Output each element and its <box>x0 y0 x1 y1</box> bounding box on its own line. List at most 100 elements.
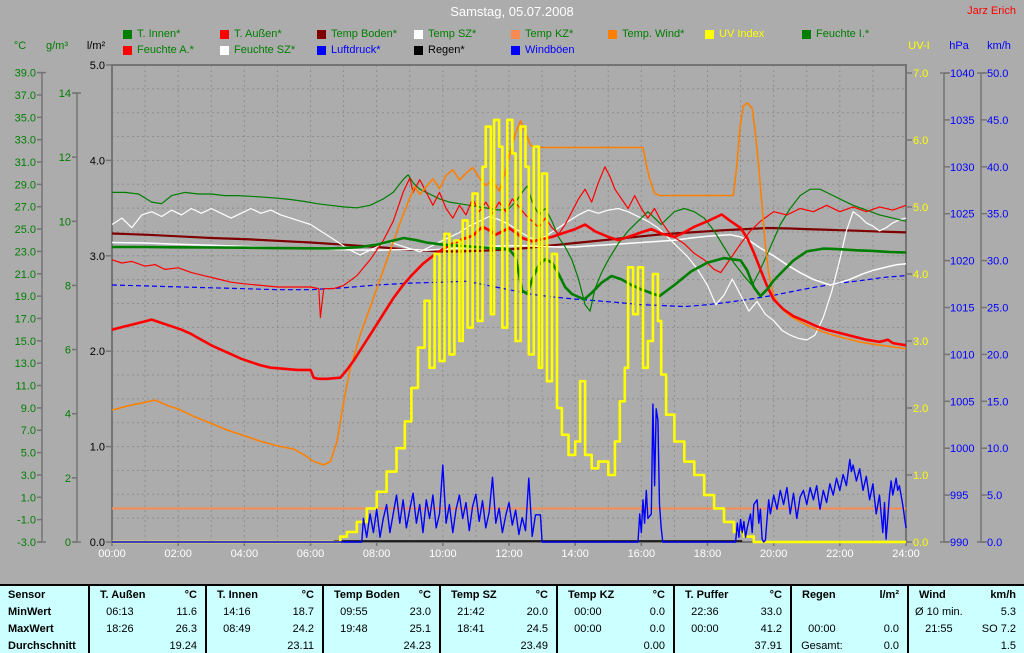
table-cell-t-innen-maxwert: 08:49 24.2 <box>205 620 322 637</box>
legend-swatch-feuchte-sz <box>220 45 229 55</box>
legend-swatch-t-innen <box>123 29 132 39</box>
axis-tick-label-hpa: 990 <box>950 537 968 549</box>
axis-tick-label-c: 13.0 <box>15 358 36 370</box>
axis-tick-label-uv-i: 6.0 <box>913 135 928 147</box>
legend-swatch-uv-index <box>705 29 714 39</box>
legend-label: Temp. Wind* <box>622 28 685 40</box>
legend-label: Regen* <box>428 44 465 56</box>
table-cell-wind-minwert: Ø 10 min. 5.3 <box>907 603 1024 620</box>
axis-title-hpa: hPa <box>949 40 969 52</box>
x-axis-label: 20:00 <box>760 548 788 560</box>
legend-label: Feuchte A.* <box>137 44 194 56</box>
axis-title-g-m: g/m³ <box>46 40 68 52</box>
axis-tick-label-uv-i: 2.0 <box>913 403 928 415</box>
table-cell-regen-durchschnitt: Gesamt: 0.0 <box>790 637 907 653</box>
table-cell-temp-kz-sensor: Temp KZ °C <box>556 586 673 603</box>
axis-tick-label-g-m: 6 <box>65 345 71 357</box>
table-cell-regen-minwert <box>790 603 907 620</box>
x-axis-label: 04:00 <box>231 548 259 560</box>
legend-label: Windböen <box>525 44 575 56</box>
table-cell-wind-durchschnitt: 1.5 <box>907 637 1024 653</box>
axis-tick-label-c: 33.0 <box>15 135 36 147</box>
axis-tick-label-hpa: 1035 <box>950 115 974 127</box>
axis-tick-label-c: 25.0 <box>15 224 36 236</box>
axis-tick-label-hpa: 995 <box>950 490 968 502</box>
table-cell-wind-maxwert: 21:55 SO 7.2 <box>907 620 1024 637</box>
axis-tick-label-c: 9.0 <box>21 403 36 415</box>
axis-tick-label-c: 11.0 <box>15 381 36 393</box>
axis-tick-label-hpa: 1010 <box>950 349 974 361</box>
table-row-label: MinWert <box>8 605 52 618</box>
table-cell-t-innen-sensor: T. Innen °C <box>205 586 322 603</box>
axis-tick-label-g-m: 8 <box>65 280 71 292</box>
weather-chart: 39.037.035.033.031.029.027.025.023.021.0… <box>14 40 1011 560</box>
legend-item-temp-boden: Temp Boden* <box>317 28 414 40</box>
table-cell-t-innen-minwert: 14:16 18.7 <box>205 603 322 620</box>
table-cell-temp-boden-sensor: Temp Boden °C <box>322 586 439 603</box>
axis-tick-label-g-m: 12 <box>59 152 71 164</box>
axis-title-uv-i: UV-I <box>908 40 929 52</box>
axis-tick-label-km-h: 50.0 <box>987 68 1008 80</box>
axis-tick-label-hpa: 1030 <box>950 162 974 174</box>
table-cell-temp-boden-minwert: 09:55 23.0 <box>322 603 439 620</box>
x-axis-label: 12:00 <box>495 548 523 560</box>
axis-tick-label-c: 37.0 <box>15 90 36 102</box>
x-axis-label: 00:00 <box>98 548 126 560</box>
x-axis-label: 10:00 <box>429 548 457 560</box>
series-t-innen <box>112 236 907 301</box>
axis-tick-label-c: 17.0 <box>15 313 36 325</box>
table-cell-t-puffer-minwert: 22:36 33.0 <box>673 603 790 620</box>
axis-tick-label-c: 5.0 <box>21 448 36 460</box>
legend-label: Temp SZ* <box>428 28 477 40</box>
legend-item-feuchte-sz: Feuchte SZ* <box>220 44 317 56</box>
table-cell-temp-boden-durchschnitt: 24.23 <box>322 637 439 653</box>
axis-tick-label-c: -1.0 <box>17 515 36 527</box>
axis-tick-label-hpa: 1020 <box>950 256 974 268</box>
legend-swatch-feuchte-a <box>123 45 132 55</box>
axis-tick-label-l-m: 0.0 <box>90 537 105 549</box>
axis-tick-label-km-h: 35.0 <box>987 209 1008 221</box>
axis-title-l-m: l/m² <box>87 40 106 52</box>
axis-title-c: °C <box>14 40 26 52</box>
series-temp-boden <box>111 226 907 253</box>
legend-swatch-temp-boden <box>317 29 326 39</box>
axis-tick-label-uv-i: 0.0 <box>913 537 928 549</box>
legend-item-feuchte-a: Feuchte A.* <box>123 44 220 56</box>
axis-tick-label-uv-i: 7.0 <box>913 68 928 80</box>
legend-item-temp-sz: Temp SZ* <box>414 28 511 40</box>
x-axis-label: 22:00 <box>826 548 854 560</box>
table-cell-temp-boden-maxwert: 19:48 25.1 <box>322 620 439 637</box>
legend-item-temp-kz: Temp KZ* <box>511 28 608 40</box>
legend-label: T. Innen* <box>137 28 181 40</box>
axis-tick-label-c: 3.0 <box>21 470 36 482</box>
table-cell-temp-kz-minwert: 00:00 0.0 <box>556 603 673 620</box>
axis-tick-label-c: 15.0 <box>15 336 36 348</box>
legend-item-t-au-en: T. Außen* <box>220 28 317 40</box>
x-axis-label: 14:00 <box>561 548 589 560</box>
legend-item-feuchte-i: Feuchte I.* <box>802 28 899 40</box>
axis-tick-label-uv-i: 4.0 <box>913 269 928 281</box>
axis-tick-label-c: 31.0 <box>15 157 36 169</box>
axis-tick-label-km-h: 25.0 <box>987 303 1008 315</box>
x-axis-label: 08:00 <box>363 548 391 560</box>
table-cell-t-au-en-minwert: 06:13 11.6 <box>88 603 205 620</box>
axis-tick-label-km-h: 5.0 <box>987 490 1002 502</box>
axis-tick-label-hpa: 1025 <box>950 209 974 221</box>
legend-label: UV Index <box>719 28 765 40</box>
axis-tick-label-km-h: 45.0 <box>987 115 1008 127</box>
table-cell-t-puffer-maxwert: 00:00 41.2 <box>673 620 790 637</box>
legend-item-temp-wind: Temp. Wind* <box>608 28 705 40</box>
series-temp-wind <box>111 102 907 466</box>
x-axis-label: 02:00 <box>164 548 192 560</box>
legend-swatch-feuchte-i <box>802 29 811 39</box>
legend-label: Temp Boden* <box>331 28 398 40</box>
table-cell-temp-sz-durchschnitt: 23.49 <box>439 637 556 653</box>
table-cell-temp-kz-maxwert: 00:00 0.0 <box>556 620 673 637</box>
series-luftdruck <box>111 275 907 308</box>
legend-label: Temp KZ* <box>525 28 574 40</box>
series-windb-en <box>112 403 907 543</box>
x-axis-label: 16:00 <box>628 548 656 560</box>
axis-tick-label-g-m: 4 <box>65 409 71 421</box>
axis-tick-label-c: 1.0 <box>21 492 36 504</box>
